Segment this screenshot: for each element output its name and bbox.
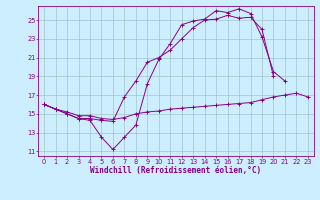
X-axis label: Windchill (Refroidissement éolien,°C): Windchill (Refroidissement éolien,°C) <box>91 166 261 175</box>
